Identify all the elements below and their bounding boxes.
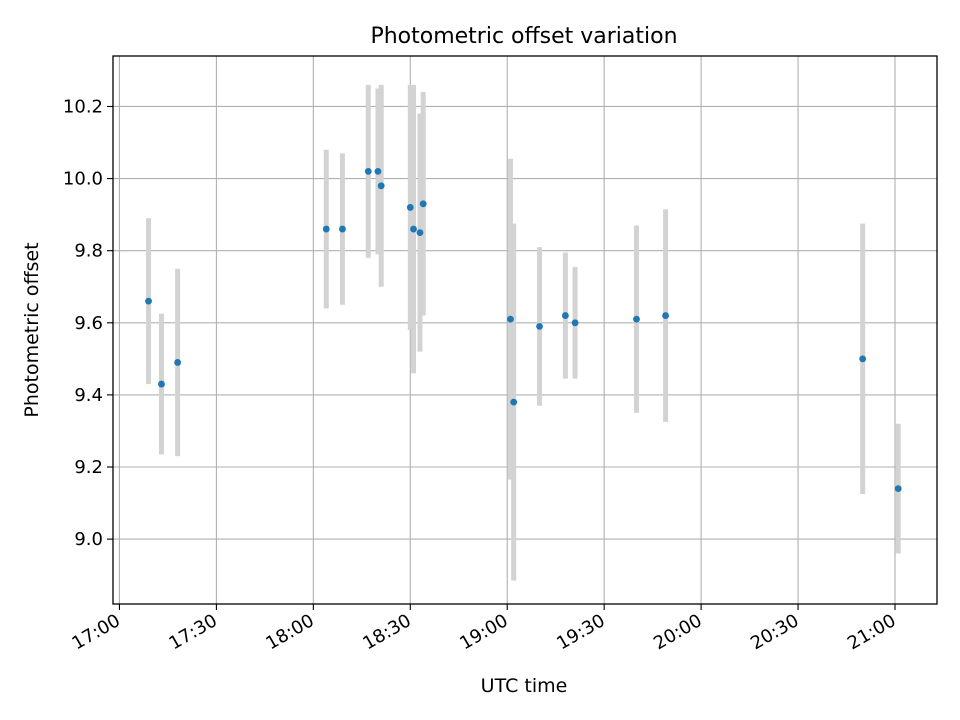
y-tick-label: 9.2: [74, 457, 103, 478]
y-tick-label: 9.4: [74, 385, 103, 406]
data-points: [145, 167, 902, 493]
data-point: [510, 398, 518, 406]
grid: [113, 56, 937, 604]
data-point: [406, 204, 414, 211]
plot-frame: [112, 55, 938, 605]
data-point: [507, 315, 514, 323]
data-point: [339, 225, 346, 233]
data-point: [416, 229, 424, 237]
y-axis: 9.0 9.2 9.4 9.6 9.8 10.0 10.2: [63, 96, 113, 550]
data-point: [662, 312, 669, 319]
data-point: [536, 322, 543, 330]
data-point: [158, 380, 165, 388]
data-point: [859, 355, 867, 363]
data-point: [419, 200, 427, 208]
y-tick-label: 10.0: [63, 169, 103, 190]
data-point: [561, 312, 569, 319]
data-point: [377, 182, 385, 190]
y-tick-label: 9.8: [74, 241, 103, 262]
data-point: [145, 297, 152, 305]
data-point: [374, 167, 382, 175]
data-point: [174, 359, 182, 366]
data-point: [633, 315, 640, 323]
data-point: [364, 167, 372, 175]
y-axis-label: Photometric offset: [21, 242, 43, 417]
y-tick-label: 10.2: [63, 96, 103, 117]
data-point: [894, 485, 902, 493]
y-tick-label: 9.6: [74, 313, 103, 334]
chart-title: Photometric offset variation: [370, 24, 677, 49]
y-tick-label: 9.0: [74, 529, 103, 550]
data-point: [410, 225, 417, 233]
x-axis-label: UTC time: [481, 675, 568, 697]
data-point: [571, 319, 579, 327]
data-point: [322, 225, 330, 233]
